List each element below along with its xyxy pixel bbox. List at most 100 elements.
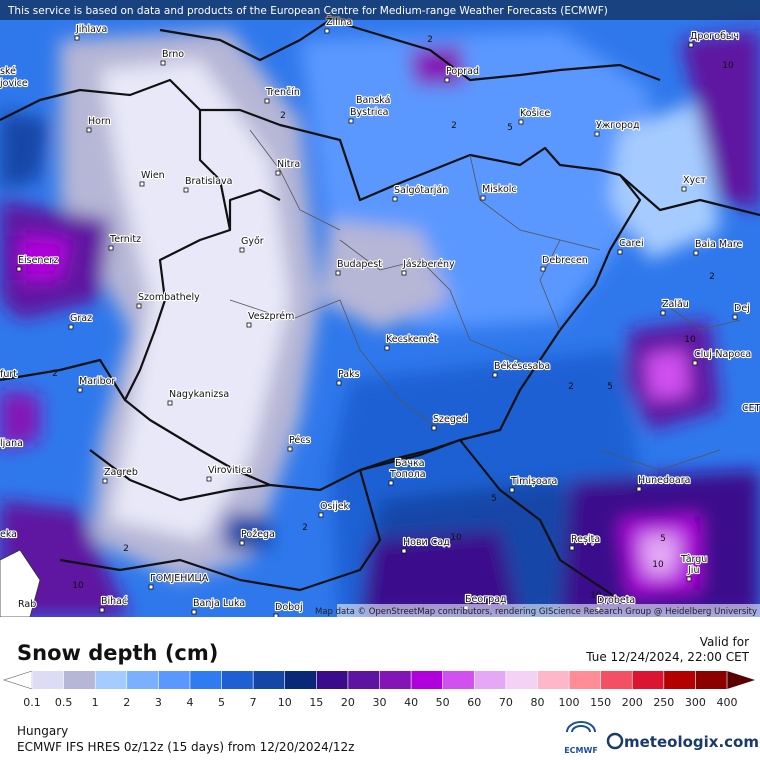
city-label: Jiu bbox=[687, 565, 699, 576]
city-marker bbox=[264, 98, 270, 104]
city-label: Miskolc bbox=[482, 184, 517, 195]
city-label: Osijek bbox=[320, 501, 350, 512]
city-marker bbox=[77, 387, 83, 393]
city-label: Košice bbox=[520, 108, 550, 119]
colorbar-box bbox=[474, 671, 506, 689]
city-marker bbox=[183, 187, 189, 193]
city-label: Banská bbox=[356, 95, 390, 106]
colorbar-box bbox=[600, 671, 633, 689]
colorbar-box bbox=[158, 671, 190, 689]
city-marker bbox=[686, 576, 692, 582]
city-label: Zalău bbox=[662, 299, 689, 310]
colorbar-box bbox=[347, 671, 380, 689]
contour-label: 10 bbox=[590, 591, 602, 601]
city-label: Maribor bbox=[79, 376, 115, 387]
ecmwf-text: ECMWF bbox=[564, 746, 598, 755]
city-marker bbox=[431, 425, 437, 431]
meteologix-text[interactable]: meteologix.com bbox=[624, 733, 759, 751]
city-label: Hunedoara bbox=[638, 475, 690, 486]
ecmwf-logo: ECMWF bbox=[564, 721, 598, 755]
contour-label: 2 bbox=[123, 544, 129, 554]
contour-label: 2 bbox=[568, 382, 574, 392]
city-marker bbox=[324, 28, 330, 34]
colorbar-box bbox=[284, 671, 317, 689]
colorbar-box bbox=[189, 671, 222, 689]
city-marker bbox=[246, 322, 252, 328]
city-label: Топола bbox=[389, 469, 426, 480]
city-marker bbox=[318, 512, 324, 518]
contour-label: 10 bbox=[72, 581, 84, 591]
colorbar-box bbox=[505, 671, 538, 689]
colorbar-tick-label: 150 bbox=[590, 696, 611, 709]
city-marker bbox=[102, 478, 108, 484]
city-label: Târgu bbox=[680, 554, 707, 565]
map: 2 2 2 2 2 2 2 2 5 5 5 5 10 10 10 10 10 10 Jihlava Brno Žili… bbox=[0, 0, 760, 617]
city-marker bbox=[636, 486, 642, 492]
city-marker bbox=[594, 131, 600, 137]
city-label: CET bbox=[742, 403, 760, 414]
city-label: Brno bbox=[162, 49, 184, 60]
colorbar-tick-label: 0.5 bbox=[55, 696, 73, 709]
city-label: eka bbox=[0, 529, 17, 540]
colorbar-tick-label: 40 bbox=[404, 696, 418, 709]
city-label: Eisenerz bbox=[18, 255, 58, 266]
city-marker bbox=[392, 196, 398, 202]
city-marker bbox=[99, 607, 105, 613]
colorbar-tick-label: 200 bbox=[622, 696, 643, 709]
colorbar-tick-label: 400 bbox=[717, 696, 738, 709]
city-label: Banja Luka bbox=[193, 598, 245, 609]
contour-label: 5 bbox=[607, 382, 613, 392]
colorbar-tick-label: 20 bbox=[341, 696, 355, 709]
colorbar-under bbox=[3, 670, 33, 690]
city-marker bbox=[693, 250, 699, 256]
colorbar-tick-label: 80 bbox=[530, 696, 544, 709]
colorbar-tick-label: 50 bbox=[436, 696, 450, 709]
city-marker bbox=[617, 249, 623, 255]
city-label: Salgótarján bbox=[394, 185, 448, 196]
city-marker bbox=[136, 303, 142, 309]
city-label: Žilina bbox=[326, 16, 352, 28]
city-marker bbox=[401, 270, 407, 276]
colorbar-tick-label: 0.1 bbox=[23, 696, 41, 709]
city-label: Timișoara bbox=[510, 476, 557, 487]
city-marker bbox=[509, 487, 515, 493]
city-label: Rab bbox=[18, 599, 36, 610]
city-label: Szombathely bbox=[138, 292, 200, 303]
colorbar-box bbox=[95, 671, 127, 689]
city-marker bbox=[191, 609, 197, 615]
contour-label: 5 bbox=[491, 494, 497, 504]
city-label: Cluj-Napoca bbox=[694, 349, 751, 360]
city-label: Београд bbox=[465, 594, 507, 605]
city-marker bbox=[688, 42, 694, 48]
city-marker bbox=[139, 181, 145, 187]
city-marker bbox=[68, 324, 74, 330]
colorbar-tick-label: 250 bbox=[653, 696, 674, 709]
contour-label: 2 bbox=[280, 111, 286, 121]
sea bbox=[0, 549, 41, 617]
city-label: Virovitica bbox=[208, 465, 252, 476]
city-marker bbox=[206, 476, 212, 482]
city-marker bbox=[681, 186, 687, 192]
colorbar: 0.1 0.5 1 2 3 4 5 7 10 15 20 30 40 50 60 70 80 100 150 200 2… bbox=[3, 670, 755, 709]
colorbar-box bbox=[221, 671, 254, 689]
city-marker bbox=[16, 266, 22, 272]
city-marker bbox=[239, 540, 245, 546]
city-label: Zagreb bbox=[104, 467, 138, 478]
city-label: Bystrica bbox=[350, 107, 388, 118]
city-label: Nagykanizsa bbox=[169, 389, 229, 400]
city-label: Jihlava bbox=[75, 24, 107, 35]
contour-label: 10 bbox=[684, 335, 696, 345]
colorbar-tick-label: 7 bbox=[250, 696, 257, 709]
legend-title: Snow depth (cm) bbox=[17, 641, 218, 665]
city-marker bbox=[540, 266, 546, 272]
city-label: Nitra bbox=[277, 159, 300, 170]
colorbar-box bbox=[32, 671, 64, 689]
city-marker bbox=[273, 613, 279, 617]
city-marker bbox=[275, 170, 281, 176]
city-label: Győr bbox=[241, 236, 264, 247]
map-attribution: Map data © OpenStreetMap contributors, r… bbox=[315, 607, 757, 617]
colorbar-tick-label: 300 bbox=[685, 696, 706, 709]
city-label: Bratislava bbox=[185, 176, 232, 187]
city-marker bbox=[388, 480, 394, 486]
contour-label: 5 bbox=[660, 534, 666, 544]
